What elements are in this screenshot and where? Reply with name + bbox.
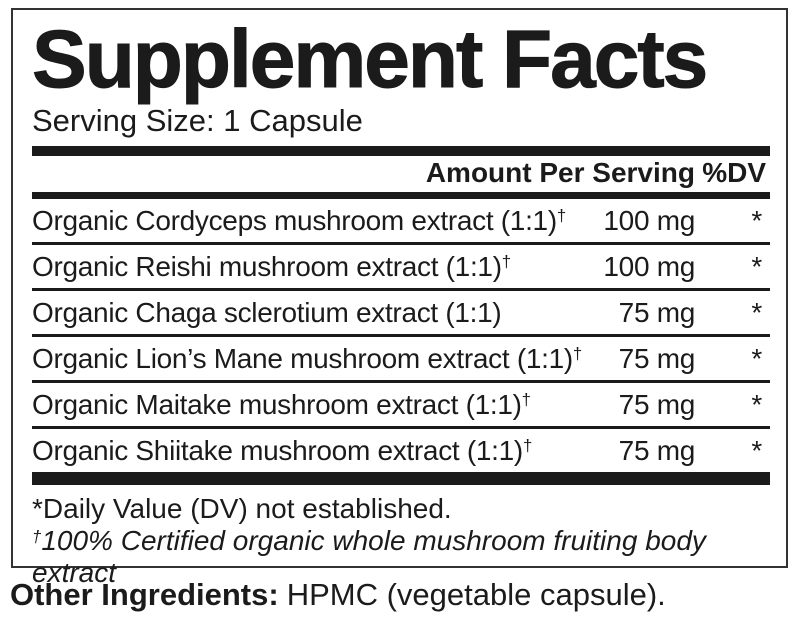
- other-ingredients-value: HPMC (vegetable capsule).: [286, 577, 666, 612]
- ingredient-name: Organic Cordyceps mushroom extract (1:1)…: [32, 205, 585, 237]
- ingredient-dv: *: [751, 434, 762, 466]
- ingredient-name: Organic Reishi mushroom extract (1:1)†: [32, 251, 585, 283]
- ingredient-name-text: Organic Cordyceps mushroom extract (1:1): [32, 204, 557, 236]
- dagger-symbol: †: [32, 527, 42, 546]
- ingredient-name-text: Organic Reishi mushroom extract (1:1): [32, 250, 502, 282]
- supplement-facts-panel: Supplement Facts Serving Size: 1 Capsule…: [11, 8, 788, 588]
- ingredient-dv: *: [751, 204, 762, 236]
- footnote-organic-note: †100% Certified organic whole mushroom f…: [32, 525, 770, 589]
- ingredient-amount: 100 mg: [603, 204, 695, 236]
- ingredient-name-text: Organic Shiitake mushroom extract (1:1): [32, 434, 523, 466]
- dagger-symbol: †: [501, 251, 511, 271]
- ingredient-dv: *: [751, 342, 762, 374]
- ingredient-row-reishi: Organic Reishi mushroom extract (1:1)† 1…: [32, 245, 770, 291]
- ingredient-row-lions-mane: Organic Lion’s Mane mushroom extract (1:…: [32, 337, 770, 383]
- header-divider: [32, 192, 770, 199]
- footnote-organic-text: 100% Certified organic whole mushroom fr…: [32, 525, 706, 588]
- ingredient-dv: *: [751, 388, 762, 420]
- ingredient-row-chaga: Organic Chaga sclerotium extract (1:1) 7…: [32, 291, 770, 337]
- ingredient-dv: *: [751, 296, 762, 328]
- ingredient-row-shiitake: Organic Shiitake mushroom extract (1:1)†…: [32, 429, 770, 475]
- dagger-symbol: †: [522, 435, 532, 455]
- ingredient-row-maitake: Organic Maitake mushroom extract (1:1)† …: [32, 383, 770, 429]
- ingredient-amount: 75 mg: [618, 296, 696, 328]
- thick-divider-bottom: [32, 475, 770, 485]
- ingredient-name: Organic Shiitake mushroom extract (1:1)†: [32, 435, 585, 467]
- ingredient-name: Organic Maitake mushroom extract (1:1)†: [32, 389, 585, 421]
- serving-size: Serving Size: 1 Capsule: [32, 103, 363, 138]
- dv-header: %DV: [702, 157, 766, 188]
- footnote-dv-note: *Daily Value (DV) not established.: [32, 493, 452, 524]
- dagger-symbol: †: [572, 343, 582, 363]
- ingredient-name: Organic Lion’s Mane mushroom extract (1:…: [32, 343, 585, 375]
- ingredient-dv: *: [751, 250, 762, 282]
- other-ingredients: Other Ingredients: HPMC (vegetable capsul…: [10, 577, 666, 613]
- ingredient-name-text: Organic Maitake mushroom extract (1:1): [32, 388, 522, 420]
- footnotes: *Daily Value (DV) not established. †100%…: [32, 485, 770, 589]
- thick-divider-top: [32, 146, 770, 156]
- ingredient-name: Organic Chaga sclerotium extract (1:1): [32, 297, 585, 329]
- ingredient-amount: 75 mg: [618, 434, 696, 466]
- ingredient-amount: 75 mg: [618, 388, 696, 420]
- column-header-row: Amount Per Serving %DV: [32, 156, 770, 192]
- ingredient-row-cordyceps: Organic Cordyceps mushroom extract (1:1)…: [32, 199, 770, 245]
- panel-title: Supplement Facts: [32, 14, 709, 105]
- other-ingredients-label: Other Ingredients:: [10, 577, 279, 612]
- ingredient-name-text: Organic Chaga sclerotium extract (1:1): [32, 296, 502, 328]
- ingredient-amount: 75 mg: [618, 342, 696, 374]
- amount-per-serving-header: Amount Per Serving: [425, 157, 695, 188]
- ingredient-name-text: Organic Lion’s Mane mushroom extract (1:…: [32, 342, 573, 374]
- dagger-symbol: †: [556, 205, 566, 225]
- ingredient-amount: 100 mg: [603, 250, 695, 282]
- dagger-symbol: †: [521, 389, 531, 409]
